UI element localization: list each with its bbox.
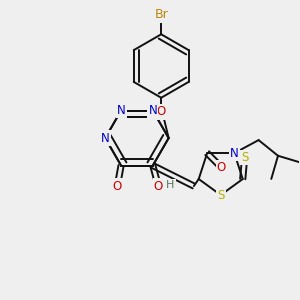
Text: N: N	[148, 104, 157, 117]
Text: S: S	[241, 151, 248, 164]
Text: O: O	[113, 180, 122, 193]
Text: O: O	[157, 105, 166, 119]
Text: S: S	[217, 188, 224, 202]
Text: N: N	[101, 132, 110, 145]
Text: N: N	[230, 147, 239, 160]
Text: H: H	[166, 180, 175, 190]
Text: O: O	[217, 161, 226, 174]
Text: O: O	[154, 180, 163, 193]
Text: Br: Br	[154, 8, 168, 21]
Text: N: N	[117, 104, 125, 117]
